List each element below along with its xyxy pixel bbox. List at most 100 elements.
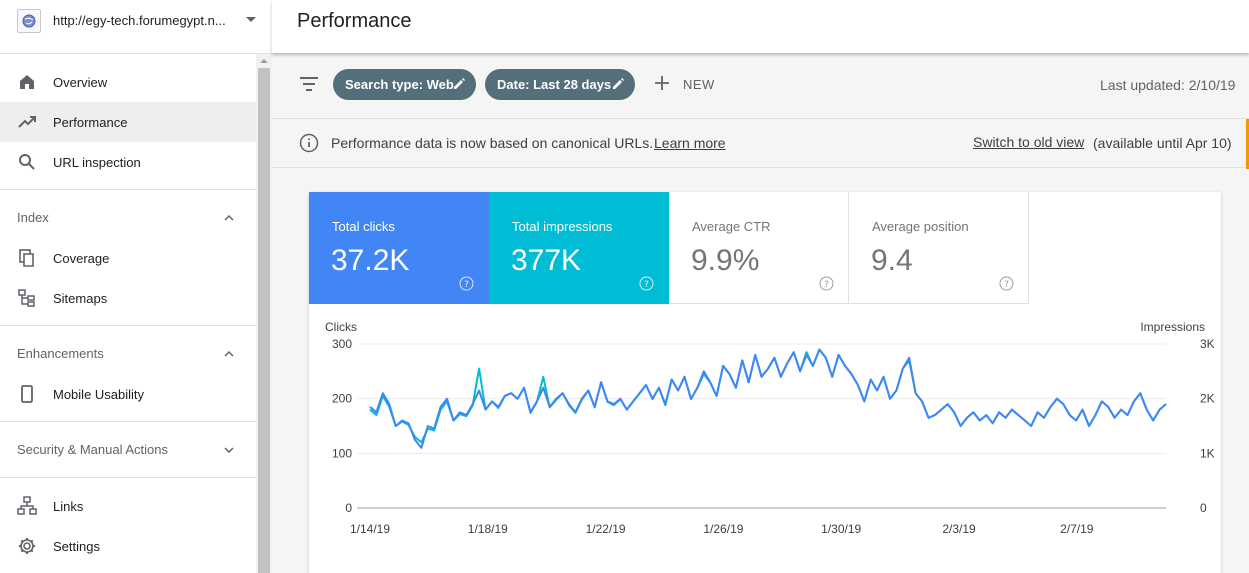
section-label: Index [17, 210, 49, 225]
edit-pencil-icon [454, 78, 465, 89]
scroll-up-arrow-icon[interactable] [260, 59, 268, 63]
svg-text:?: ? [824, 280, 829, 290]
section-enhancements[interactable]: Enhancements [0, 334, 256, 374]
divider [0, 421, 256, 422]
phone-icon [17, 384, 37, 404]
sidebar-item-settings[interactable]: Settings [0, 526, 256, 566]
help-icon[interactable]: ? [999, 276, 1014, 296]
new-label: NEW [683, 77, 715, 92]
sidebar-item-label: Links [53, 499, 84, 514]
section-label: Security & Manual Actions [17, 442, 169, 457]
right-axis-title: Impressions [1140, 320, 1205, 334]
divider [0, 325, 256, 326]
left-axis-title: Clicks [325, 320, 357, 334]
left-tick-label: 0 [345, 501, 352, 515]
sidebar-item-links[interactable]: Links [0, 486, 256, 526]
links-icon [17, 496, 37, 516]
sidebar-item-sitemaps[interactable]: Sitemaps [0, 278, 256, 318]
globe-icon [17, 9, 41, 33]
sidebar: http://egy-tech.forumegypt.n... Overview… [0, 0, 272, 573]
help-icon[interactable]: ? [819, 276, 834, 296]
metric-average-position[interactable]: Average position 9.4 ? [849, 192, 1029, 304]
sidebar-item-label: URL inspection [53, 155, 141, 170]
clicks-series-line [369, 348, 1167, 449]
sitemap-icon [17, 288, 37, 308]
sidebar-item-url-inspection[interactable]: URL inspection [0, 142, 256, 182]
metric-label: Total impressions [512, 219, 613, 234]
x-tick-label: 2/7/19 [1060, 522, 1094, 536]
divider [0, 477, 256, 478]
x-tick-label: 1/22/19 [586, 522, 626, 536]
sidebar-item-coverage[interactable]: Coverage [0, 238, 256, 278]
right-tick-label: 0 [1200, 501, 1207, 515]
section-label: Enhancements [17, 346, 104, 361]
property-selector[interactable]: http://egy-tech.forumegypt.n... [0, 0, 272, 54]
left-tick-label: 300 [332, 337, 352, 351]
metric-total-impressions[interactable]: Total impressions 377K ? [489, 192, 669, 304]
left-tick-label: 100 [332, 446, 352, 460]
left-tick-label: 200 [332, 392, 352, 406]
metric-total-clicks[interactable]: Total clicks 37.2K ? [309, 192, 489, 304]
metric-value: 37.2K [331, 244, 410, 277]
sidebar-item-label: Sitemaps [53, 291, 108, 306]
help-icon[interactable]: ? [639, 276, 654, 296]
availability-text: (available until Apr 10) [1093, 135, 1232, 151]
sidebar-item-performance[interactable]: Performance [0, 102, 256, 142]
performance-line-chart[interactable]: Clicks Impressions 300 3K 200 2K 100 1K 0 0 1/14/1… [309, 318, 1221, 573]
x-tick-label: 1/14/19 [350, 522, 390, 536]
metric-average-ctr[interactable]: Average CTR 9.9% ? [669, 192, 849, 304]
info-icon [299, 133, 319, 158]
sidebar-nav: Overview Performance URL inspection Inde… [0, 54, 256, 573]
x-tick-label: 1/26/19 [703, 522, 743, 536]
metric-label: Total clicks [332, 219, 395, 234]
svg-text:?: ? [644, 280, 649, 290]
right-tick-label: 2K [1200, 392, 1215, 406]
help-icon[interactable]: ? [459, 276, 474, 296]
right-tick-label: 3K [1200, 337, 1215, 351]
sidebar-item-overview[interactable]: Overview [0, 62, 256, 102]
sidebar-item-label: Settings [53, 539, 100, 554]
chip-label: Date: Last 28 days [497, 77, 612, 92]
metric-value: 377K [511, 244, 582, 277]
performance-card: Total clicks 37.2K ? Total impressions 3… [309, 192, 1221, 573]
filter-icon[interactable] [300, 77, 318, 96]
page-header: Performance [272, 0, 1249, 53]
chip-label: Search type: Web [345, 77, 454, 92]
x-tick-label: 2/3/19 [942, 522, 976, 536]
gear-icon [17, 536, 37, 556]
property-url: http://egy-tech.forumegypt.n... [53, 13, 226, 28]
switch-old-view-link[interactable]: Switch to old view [973, 134, 1085, 150]
svg-text:?: ? [1004, 280, 1009, 290]
notice-message: Performance data is now based on canonic… [331, 135, 654, 151]
main-content: Search type: Web Date: Last 28 days NEW … [272, 53, 1249, 573]
sidebar-item-label: Coverage [53, 251, 110, 266]
copy-icon [17, 248, 37, 268]
section-index[interactable]: Index [0, 198, 256, 238]
home-icon [17, 72, 37, 92]
search-type-chip[interactable]: Search type: Web [333, 69, 476, 100]
scrollbar-thumb[interactable] [258, 68, 270, 573]
x-tick-label: 1/30/19 [821, 522, 861, 536]
chevron-up-icon [223, 211, 235, 229]
chevron-down-icon [223, 443, 235, 461]
impressions-series-line [369, 348, 1167, 444]
sidebar-item-mobile-usability[interactable]: Mobile Usability [0, 374, 256, 414]
filter-toolbar: Search type: Web Date: Last 28 days NEW … [272, 53, 1249, 118]
dropdown-caret-icon[interactable] [246, 17, 256, 22]
trending-up-icon [17, 112, 37, 132]
learn-more-link[interactable]: Learn more [654, 135, 726, 151]
page-title: Performance [297, 10, 412, 32]
metric-label: Average position [872, 219, 969, 234]
last-updated-text: Last updated: 2/10/19 [1100, 77, 1236, 93]
chevron-up-icon [223, 347, 235, 365]
date-chip[interactable]: Date: Last 28 days [485, 69, 635, 100]
canonical-notice-bar: Performance data is now based on canonic… [272, 118, 1249, 168]
svg-text:?: ? [464, 280, 469, 290]
feedback-edge[interactable] [1246, 119, 1249, 169]
sidebar-scrollbar[interactable] [256, 54, 272, 573]
sidebar-item-label: Mobile Usability [53, 387, 145, 402]
metric-value: 9.4 [871, 244, 913, 277]
metric-label: Average CTR [692, 219, 771, 234]
section-security[interactable]: Security & Manual Actions [0, 430, 256, 470]
